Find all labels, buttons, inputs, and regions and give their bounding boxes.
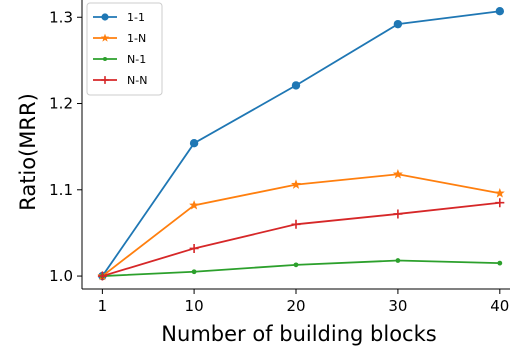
axes: 1 10 20 30 40 1.0 1.1 1.2 1.3 <box>49 0 510 315</box>
series-N-1 <box>99 258 503 279</box>
data-point-1-1 <box>393 19 403 29</box>
legend-item-1-N: 1-N <box>93 32 146 45</box>
x-tick-label: 1 <box>98 297 108 315</box>
legend-item-N-1: N-1 <box>93 53 146 66</box>
data-point-N-1 <box>293 262 299 268</box>
legend-marker <box>101 76 109 84</box>
data-point-N-N <box>291 219 301 229</box>
x-axis-label: Number of building blocks <box>161 322 436 346</box>
data-point-1-N <box>291 179 301 189</box>
y-axis-label: Ratio(MRR) <box>16 93 40 211</box>
data-point-N-1 <box>191 269 197 275</box>
data-point-1-1 <box>189 139 199 148</box>
series-N-N <box>97 198 505 281</box>
legend-marker <box>101 13 109 21</box>
y-tick-label: 1.1 <box>49 181 73 199</box>
legend-label: 1-1 <box>127 11 145 24</box>
data-point-1-N <box>392 169 403 179</box>
data-point-N-1 <box>395 258 401 263</box>
data-point-N-N <box>97 271 107 281</box>
legend-marker <box>100 33 110 42</box>
y-tick-label: 1.0 <box>49 267 73 285</box>
series-line-N-1 <box>102 259 500 277</box>
legend-label: N-N <box>127 74 147 87</box>
x-tick-label: 30 <box>388 297 407 315</box>
data-point-1-N <box>494 188 505 198</box>
legend-marker <box>102 56 108 62</box>
legend-label: 1-N <box>127 32 146 45</box>
data-point-N-1 <box>497 260 503 266</box>
legend-item-N-N: N-N <box>93 74 147 87</box>
data-point-1-N <box>189 200 200 210</box>
y-tick-label: 1.2 <box>49 95 73 113</box>
legend-item-1-1: 1-1 <box>93 11 145 24</box>
data-point-N-N <box>189 243 199 253</box>
x-tick-label: 40 <box>490 297 509 315</box>
x-tick-label: 10 <box>185 297 204 315</box>
data-point-N-N <box>495 198 505 208</box>
data-point-N-N <box>393 209 403 219</box>
legend: 1-1 1-N N-1 N-N <box>86 2 163 96</box>
data-point-1-1 <box>495 7 505 16</box>
legend-box <box>86 2 163 96</box>
y-tick-label: 1.3 <box>49 8 73 26</box>
plot-area <box>97 7 505 281</box>
legend-label: N-1 <box>127 53 146 66</box>
data-point-1-1 <box>291 81 301 90</box>
x-tick-label: 20 <box>286 297 305 315</box>
